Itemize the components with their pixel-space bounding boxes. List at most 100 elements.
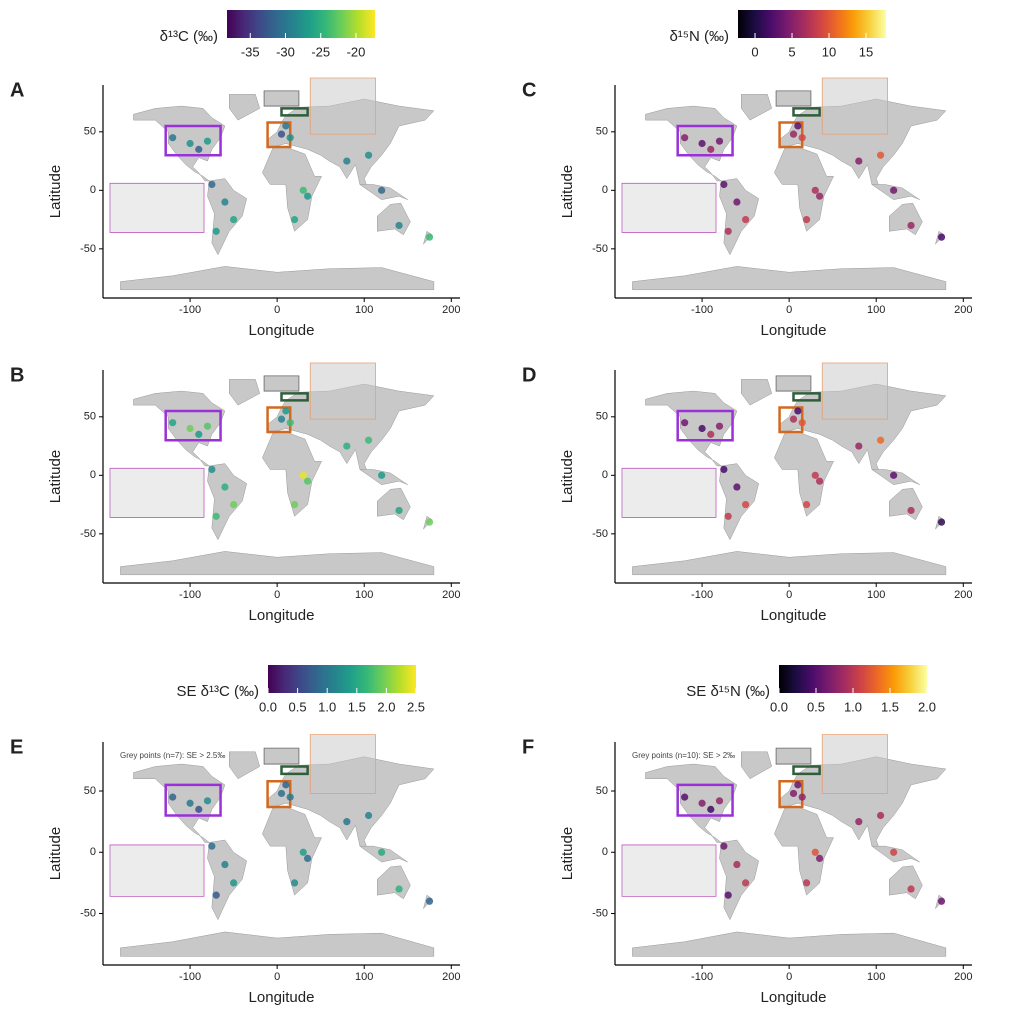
x-tick-label: 0 bbox=[786, 971, 792, 983]
site-point bbox=[290, 500, 299, 509]
y-tick-label: 50 bbox=[84, 126, 96, 138]
site-point bbox=[907, 221, 915, 230]
site-point bbox=[195, 805, 203, 813]
site-point bbox=[789, 789, 798, 798]
x-tick-label: -100 bbox=[179, 304, 201, 316]
colorbar-tick-label: -30 bbox=[276, 44, 295, 59]
x-axis-title: Longitude bbox=[761, 322, 827, 339]
annotation: Grey points (n=10): SE > 2‰ bbox=[632, 751, 735, 760]
site-point bbox=[282, 122, 290, 130]
y-tick-label: 0 bbox=[602, 184, 608, 196]
site-point bbox=[208, 465, 216, 474]
x-axis-title: Longitude bbox=[761, 607, 827, 624]
site-point bbox=[855, 157, 863, 165]
site-point bbox=[816, 477, 824, 485]
site-point bbox=[794, 781, 802, 789]
site-point bbox=[364, 436, 373, 444]
colorbar-tick-label: 5 bbox=[788, 44, 795, 59]
site-point bbox=[186, 424, 194, 433]
site-point bbox=[681, 793, 689, 801]
x-tick-label: 200 bbox=[442, 304, 460, 316]
site-point bbox=[876, 811, 885, 820]
x-tick-label: 100 bbox=[867, 589, 885, 601]
y-tick-label: -50 bbox=[80, 243, 96, 255]
x-tick-label: 200 bbox=[442, 589, 460, 601]
site-point bbox=[304, 477, 312, 485]
site-point bbox=[816, 854, 824, 863]
colorbar-tick-label: 1.5 bbox=[348, 699, 366, 714]
site-point bbox=[724, 891, 732, 899]
site-point bbox=[802, 879, 811, 887]
x-tick-label: 100 bbox=[355, 971, 373, 983]
colorbar-title: δ¹⁵N (‰) bbox=[669, 28, 729, 45]
site-point bbox=[378, 186, 386, 194]
x-tick-label: 100 bbox=[355, 589, 373, 601]
site-point bbox=[169, 134, 177, 142]
x-axis-title: Longitude bbox=[249, 322, 315, 339]
y-tick-label: -50 bbox=[80, 528, 96, 540]
colorbar-tick-label: 2.0 bbox=[918, 699, 936, 714]
panel-label: E bbox=[10, 736, 23, 758]
x-axis-title: Longitude bbox=[249, 607, 315, 624]
site-point bbox=[855, 442, 863, 450]
site-point bbox=[230, 215, 238, 224]
colorbar-tick-label: 1.5 bbox=[881, 699, 899, 714]
site-point bbox=[802, 500, 811, 509]
site-point bbox=[277, 130, 286, 138]
site-point bbox=[720, 465, 728, 474]
site-point bbox=[195, 430, 203, 438]
x-tick-label: 200 bbox=[954, 304, 972, 316]
site-point bbox=[794, 407, 802, 415]
site-point bbox=[855, 818, 863, 826]
site-point bbox=[286, 419, 294, 427]
x-tick-label: 0 bbox=[274, 971, 280, 983]
site-point bbox=[425, 897, 434, 905]
colorbar-tick-label: 1.0 bbox=[844, 699, 862, 714]
site-point bbox=[378, 471, 386, 479]
y-tick-label: -50 bbox=[592, 907, 608, 919]
site-point bbox=[203, 797, 212, 805]
panel-label: A bbox=[10, 79, 24, 101]
site-point bbox=[724, 227, 732, 235]
site-point bbox=[395, 506, 403, 515]
y-tick-label: 0 bbox=[90, 184, 96, 196]
y-tick-label: -50 bbox=[592, 243, 608, 255]
x-tick-label: -100 bbox=[691, 589, 713, 601]
site-point bbox=[798, 419, 806, 427]
colorbar-tick-label: 2.0 bbox=[377, 699, 395, 714]
y-axis-title: Latitude bbox=[47, 450, 64, 503]
site-point bbox=[277, 415, 286, 423]
site-point bbox=[937, 518, 946, 526]
site-point bbox=[816, 192, 824, 200]
site-point bbox=[186, 139, 194, 148]
site-point bbox=[707, 145, 715, 153]
site-point bbox=[299, 186, 307, 194]
y-axis-title: Latitude bbox=[47, 827, 64, 880]
colorbar-tick-label: 0.0 bbox=[259, 699, 277, 714]
panel-label: C bbox=[522, 79, 536, 101]
site-point bbox=[208, 842, 216, 850]
y-tick-label: 50 bbox=[596, 785, 608, 797]
site-point bbox=[742, 879, 750, 887]
colorbar-tick-label: -25 bbox=[311, 44, 330, 59]
site-point bbox=[208, 180, 216, 189]
y-axis-title: Latitude bbox=[559, 450, 576, 503]
site-point bbox=[798, 793, 806, 801]
annotation: Grey points (n=7): SE > 2.5‰ bbox=[120, 751, 225, 760]
site-point bbox=[364, 151, 373, 159]
site-point bbox=[230, 879, 238, 887]
site-point bbox=[715, 797, 724, 805]
y-tick-label: 0 bbox=[602, 846, 608, 858]
site-point bbox=[425, 233, 434, 241]
site-point bbox=[343, 818, 351, 826]
x-tick-label: -100 bbox=[179, 971, 201, 983]
colorbar-title: SE δ¹⁵N (‰) bbox=[686, 683, 770, 700]
x-tick-label: 100 bbox=[867, 971, 885, 983]
site-point bbox=[715, 422, 724, 430]
site-point bbox=[724, 512, 732, 520]
site-point bbox=[707, 805, 715, 813]
site-point bbox=[742, 215, 750, 224]
site-point bbox=[186, 799, 194, 807]
y-axis-title: Latitude bbox=[47, 165, 64, 218]
x-tick-label: 0 bbox=[274, 304, 280, 316]
